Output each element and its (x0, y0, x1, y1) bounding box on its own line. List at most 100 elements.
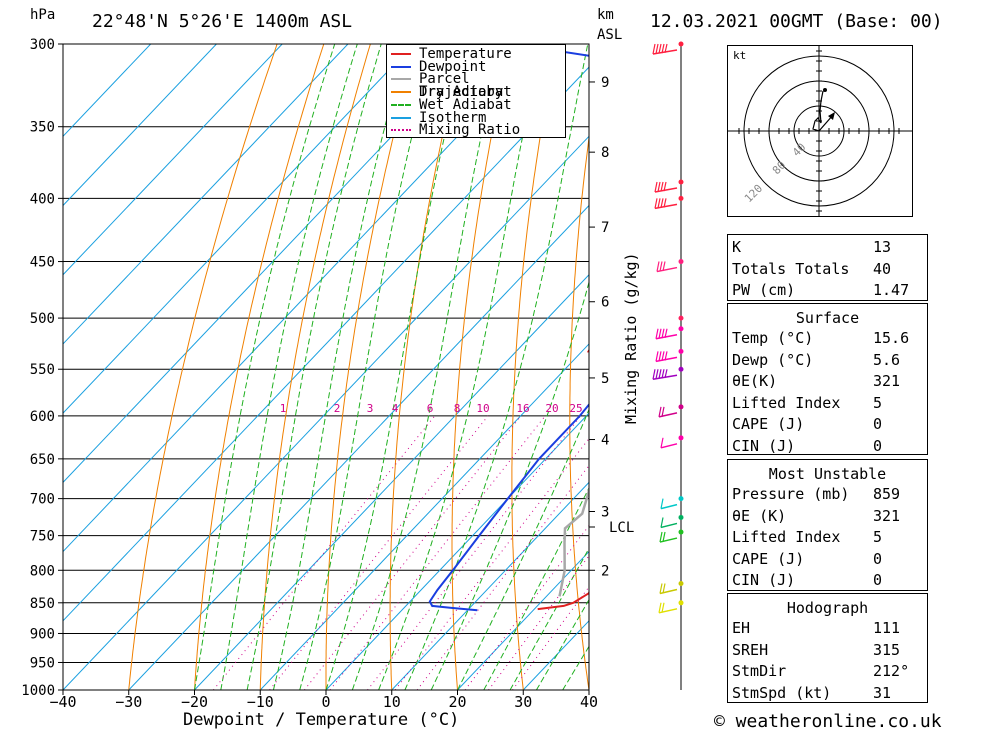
location-title: 22°48'N 5°26'E 1400m ASL (92, 11, 353, 32)
mixing-ratio-line (394, 437, 589, 690)
km-label: km (597, 7, 614, 23)
mixing-ratio-label: 2 (334, 402, 341, 415)
surface-row-label: Lifted Index (732, 393, 841, 412)
wind-barb-flag (660, 437, 664, 448)
pressure-unit-label: hPa (30, 7, 56, 23)
index-row-value: 40 (873, 259, 892, 278)
copyright-text[interactable]: © weatheronline.co.uk (714, 711, 942, 732)
wind-level-dot (678, 195, 684, 201)
wind-barb-flag (658, 406, 662, 418)
km-tick-label: 3 (601, 504, 609, 520)
most-unstable-row-label: Pressure (mb) (732, 485, 850, 503)
surface-row-value: 15.6 (873, 329, 910, 347)
x-tick-label: 10 (383, 693, 401, 711)
dry-adiabat-line (389, 44, 465, 690)
wind-barb-flag (658, 328, 662, 339)
legend-swatch (391, 116, 411, 119)
legend-swatch (391, 53, 411, 55)
mixing-ratio-label: 6 (427, 402, 434, 415)
indices-table: K 13 Totals Totals 40 PW (cm) 1.47 (727, 234, 928, 301)
isotherm-line (259, 343, 589, 690)
legend-label: Dewpoint (419, 58, 487, 75)
hodograph-param-row-value: 315 (873, 640, 901, 659)
most-unstable-row-value: 859 (873, 485, 901, 503)
surface-row: CAPE (J) 0 (732, 412, 923, 433)
storm-motion-arrowhead (828, 112, 835, 120)
wind-barb (659, 583, 678, 595)
wind-barb (659, 531, 678, 543)
mixing-ratio-label: 25 (569, 402, 582, 415)
wind-barb-flag (659, 583, 663, 594)
wind-barb-flag (655, 43, 659, 54)
dry-adiabat-line (128, 44, 278, 690)
wind-level-dot (678, 326, 684, 332)
pressure-tick-label: 1000 (21, 683, 55, 699)
index-row-value: 1.47 (873, 281, 910, 299)
hodograph-param-row-label: EH (732, 619, 751, 637)
dry-adiabat-line (259, 44, 371, 690)
wind-barb-flag (652, 369, 656, 380)
legend-swatch (391, 103, 411, 106)
wind-barb (652, 43, 678, 55)
dry-adiabat-line (930, 35, 1000, 690)
most-unstable-title: Most Unstable (768, 465, 887, 483)
wind-level-dot (678, 496, 684, 502)
wind-barb-flag (654, 181, 658, 193)
hodograph-ring-label: 80 (770, 159, 789, 178)
wet-adiabat-line (194, 44, 336, 690)
wind-level-dot (678, 41, 684, 47)
legend-swatch (391, 91, 411, 94)
most-unstable-row: CIN (J) 0 (732, 568, 923, 589)
isotherm-line (63, 44, 283, 276)
x-tick-label: 40 (580, 693, 598, 711)
surface-title: Surface (795, 309, 860, 327)
km-tick-label: 9 (601, 75, 609, 91)
wind-barb-flag (657, 181, 661, 192)
dry-adiabat-line (680, 35, 720, 690)
wind-barb (656, 261, 678, 273)
isotherm-line (63, 135, 589, 690)
wind-level-dot (678, 348, 684, 354)
wind-level-dot (678, 366, 684, 372)
x-axis-title: Dewpoint / Temperature (°C) (183, 710, 460, 730)
legend-label: Mixing Ratio (419, 122, 521, 139)
mixing-ratio-label: 10 (476, 402, 489, 415)
surface-row-label: θE(K) (732, 372, 778, 390)
wet-adiabat-line (509, 547, 589, 690)
x-tick-label: 20 (448, 693, 466, 711)
hodograph-param-row-value: 111 (873, 619, 901, 637)
index-row-label: Totals Totals (732, 259, 850, 278)
isotherm-line (128, 204, 589, 690)
legend-item: Dry Adiabat (391, 85, 561, 99)
mixing-ratio-axis-label: Mixing Ratio (g/kg) (622, 252, 640, 424)
wind-barb-flag (658, 369, 662, 379)
surface-row: θE(K) 321 (732, 369, 923, 390)
wind-barb-flag (658, 351, 662, 362)
x-tick-label: −20 (181, 693, 208, 711)
wet-adiabat-line (457, 408, 589, 690)
pressure-tick-label: 800 (30, 563, 55, 579)
km-tick-label: 7 (601, 220, 609, 236)
wind-barb-flag (655, 328, 659, 339)
wind-level-dot (678, 179, 684, 185)
pressure-tick-label: 350 (30, 120, 55, 136)
wind-barb (654, 198, 678, 210)
isotherm-line (63, 44, 546, 553)
wind-barb (654, 181, 678, 193)
parcel-trajectory-line (558, 486, 589, 597)
isotherm-line (194, 274, 589, 690)
isotherm-line (63, 44, 349, 345)
mixing-ratio-label: 16 (516, 402, 529, 415)
x-tick-label: −10 (247, 693, 274, 711)
wind-barb-flag (663, 198, 667, 208)
wind-level-dot (678, 600, 684, 606)
isotherm-line (391, 481, 589, 690)
pressure-tick-label: 900 (30, 626, 55, 642)
surface-row-label: CAPE (J) (732, 415, 805, 433)
dry-adiabat-line (325, 44, 418, 690)
surface-row: CIN (J) 0 (732, 434, 923, 455)
legend-item: Mixing Ratio (391, 122, 561, 139)
wind-barb (660, 437, 678, 449)
wind-barb-flag (660, 198, 664, 208)
isotherm-line (63, 44, 152, 138)
